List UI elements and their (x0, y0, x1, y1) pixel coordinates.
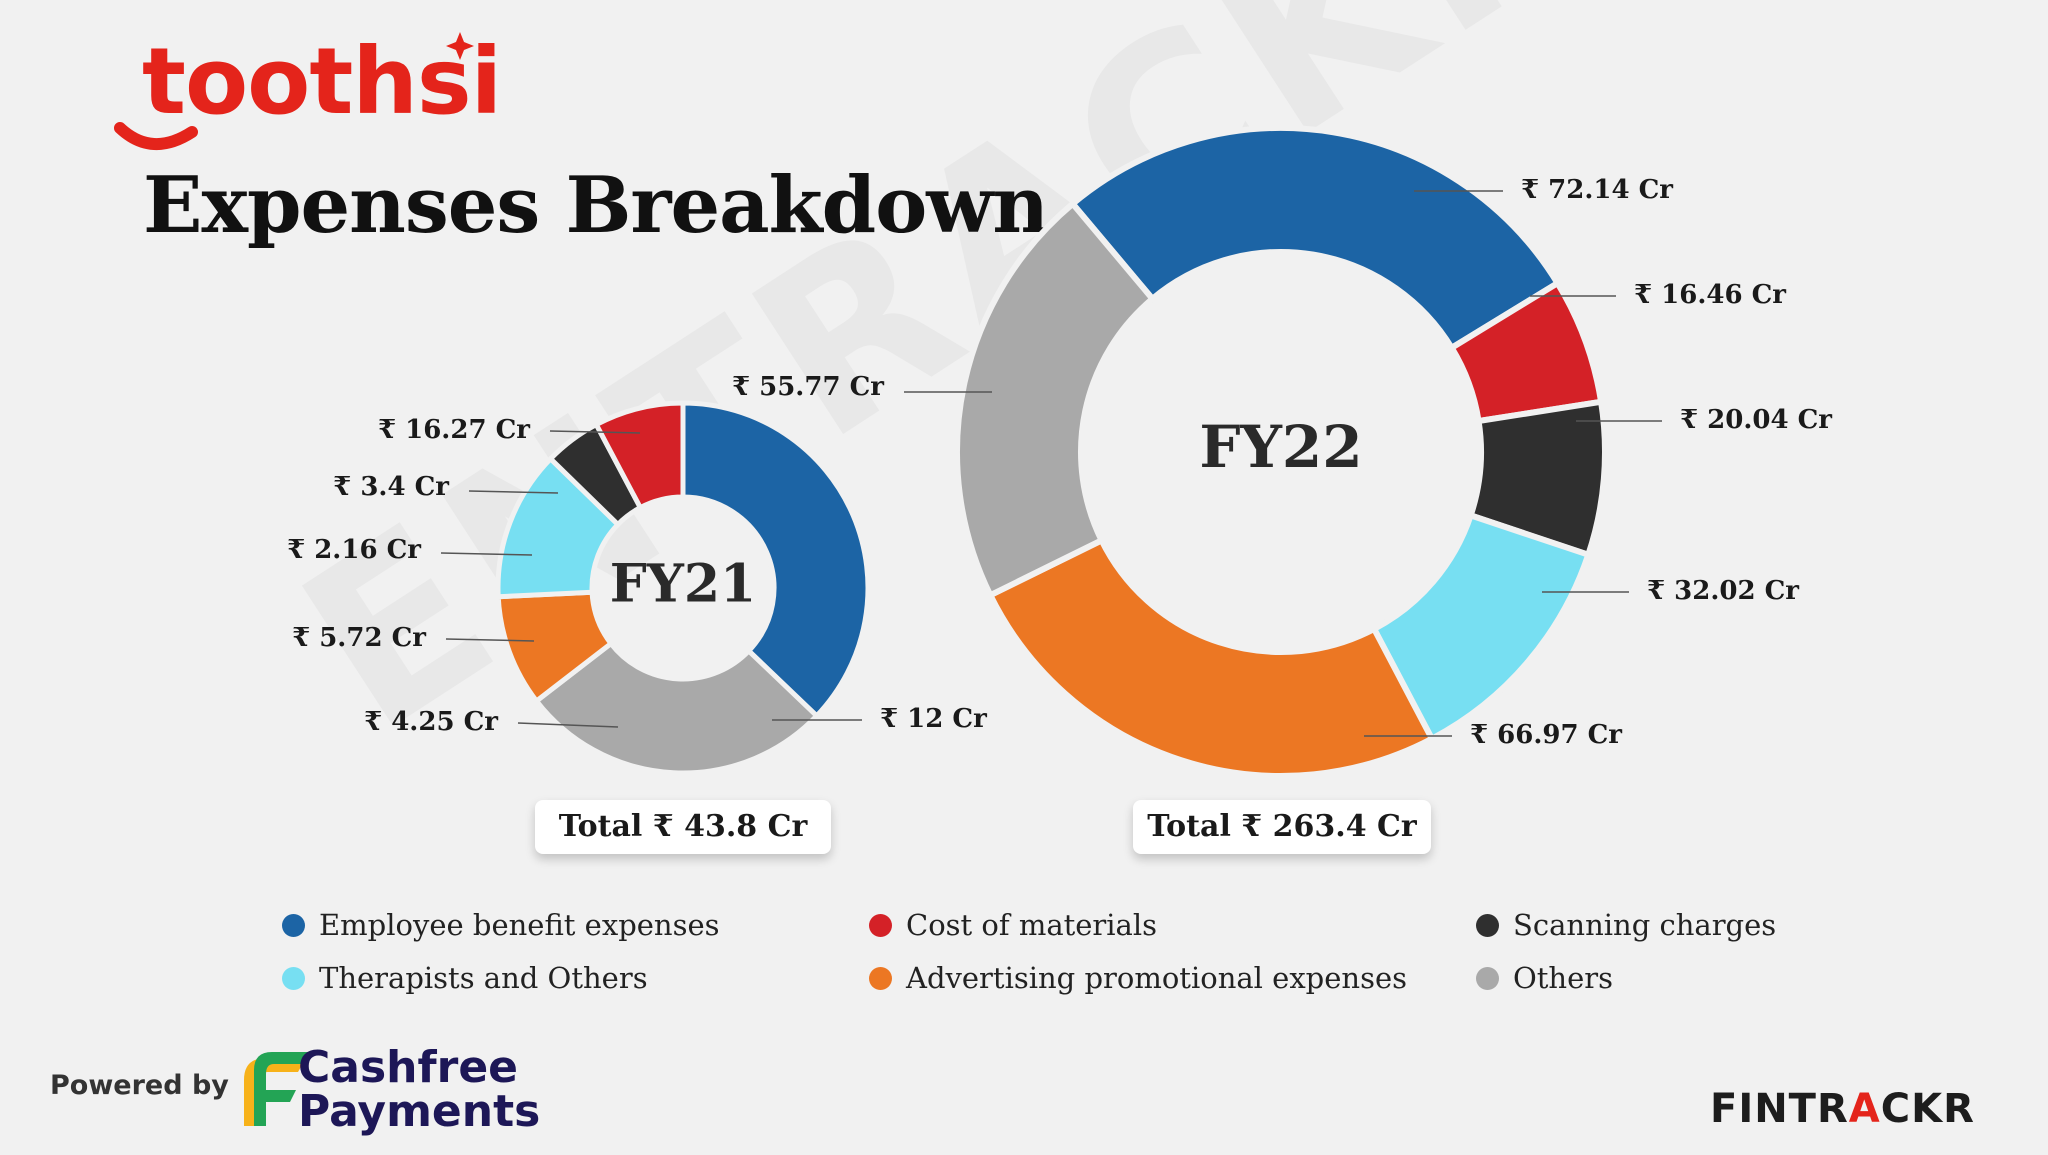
slice-fy22-advertising-promotional-expenses (986, 536, 1436, 779)
data-label: ₹ 16.46 Cr (1634, 280, 1786, 310)
legend-item-therapists: Therapists and Others (282, 961, 648, 995)
page-title: Expenses Breakdown (143, 160, 1049, 251)
fintrackr-part-1: FINTR (1710, 1086, 1849, 1132)
leader-line (445, 638, 535, 642)
legend-dot (1476, 966, 1499, 990)
chart-center-title: FY22 (1199, 413, 1362, 481)
legend-item-scanning: Scanning charges (1476, 908, 1776, 942)
data-label: ₹ 5.72 Cr (292, 623, 426, 653)
fintrackr-logo: FINTRACKR (1710, 1086, 1975, 1132)
chart-center-title: FY21 (610, 554, 756, 615)
smile-and-sparkle-icon (114, 32, 474, 150)
legend-item-advertising: Advertising promotional expenses (869, 961, 1407, 995)
data-label: ₹ 66.97 Cr (1470, 720, 1622, 750)
legend-dot (869, 913, 892, 937)
fy21-total-label: Total ₹ 43.8 Cr (558, 809, 808, 844)
legend-label: Scanning charges (1513, 908, 1777, 942)
legend-label: Therapists and Others (319, 961, 648, 995)
leader-line (517, 722, 619, 728)
legend-label: Employee benefit expenses (319, 908, 720, 942)
cashfree-line-1: Cashfree (298, 1042, 519, 1093)
powered-by-label: Powered by (50, 1070, 229, 1101)
slice-fy21-others (533, 640, 821, 776)
donut-chart-fy21: ₹ 16.27 Cr ₹ 12 Cr ₹ 4.25 Cr ₹ 5.72 Cr ₹ 2.1… (287, 400, 987, 776)
slice-fy22-employee-benefit-expenses (1068, 125, 1562, 352)
fintrackr-accent: A (1848, 1086, 1881, 1132)
data-label: ₹ 4.25 Cr (364, 707, 498, 737)
legend-label: Advertising promotional expenses (906, 961, 1408, 995)
cashfree-logo: Cashfree Payments (240, 1046, 540, 1136)
toothsi-logo: toothsi (112, 28, 502, 178)
cashfree-wordmark: Cashfree Payments (298, 1046, 540, 1134)
cashfree-mark-icon (244, 1052, 310, 1126)
legend-dot (282, 966, 305, 990)
slice-fy21-cost-of-materials (592, 400, 686, 511)
data-label: ₹ 2.16 Cr (287, 535, 421, 565)
fy22-total-box: Total ₹ 263.4 Cr (1133, 800, 1431, 854)
slice-fy22-others (954, 199, 1157, 600)
data-label: ₹ 20.04 Cr (1680, 405, 1832, 435)
leader-line (468, 490, 559, 494)
data-label: ₹ 3.4 Cr (333, 472, 449, 502)
data-label: ₹ 16.27 Cr (378, 415, 530, 445)
legend-dot (1476, 913, 1499, 937)
donut-chart-fy22: ₹ 72.14 Cr ₹ 16.46 Cr ₹ 20.04 Cr ₹ 32.02 Cr… (732, 125, 1832, 779)
fy22-total-label: Total ₹ 263.4 Cr (1147, 809, 1417, 844)
legend-dot (282, 913, 305, 937)
fintrackr-part-2: CKR (1880, 1086, 1975, 1132)
legend-dot (869, 966, 892, 990)
legend-label: Cost of materials (906, 908, 1158, 942)
leader-line (440, 552, 533, 556)
brand-name: toothsi (142, 28, 502, 135)
data-label: ₹ 72.14 Cr (1521, 175, 1673, 205)
data-label: ₹ 32.02 Cr (1647, 576, 1799, 606)
slice-fy21-employee-benefit-expenses (680, 400, 871, 720)
legend-item-employee: Employee benefit expenses (282, 908, 720, 942)
cashfree-line-2: Payments (298, 1086, 541, 1137)
data-label: ₹ 12 Cr (880, 704, 987, 734)
legend-item-materials: Cost of materials (869, 908, 1157, 942)
fy21-total-box: Total ₹ 43.8 Cr (535, 800, 831, 854)
legend-label: Others (1513, 961, 1614, 995)
data-label: ₹ 55.77 Cr (732, 372, 884, 402)
legend-item-others: Others (1476, 961, 1613, 995)
leader-line (549, 430, 641, 434)
legend: Employee benefit expenses Cost of materi… (282, 908, 1922, 1018)
